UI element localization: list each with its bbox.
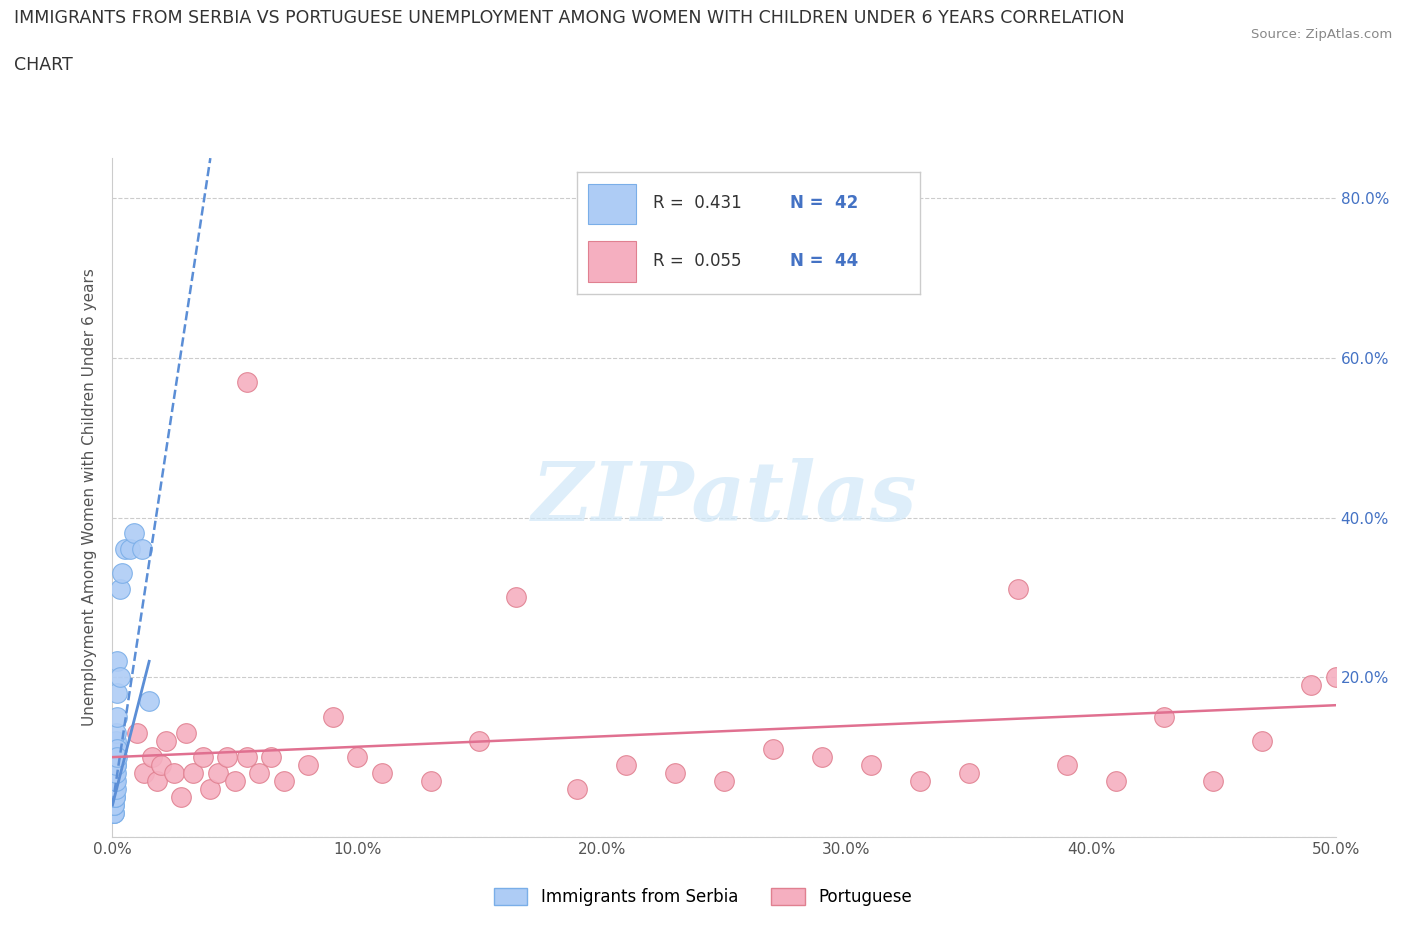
Text: IMMIGRANTS FROM SERBIA VS PORTUGUESE UNEMPLOYMENT AMONG WOMEN WITH CHILDREN UNDE: IMMIGRANTS FROM SERBIA VS PORTUGUESE UNE… <box>14 9 1125 27</box>
Point <box>134 765 156 780</box>
Point <box>104 750 127 764</box>
Point <box>141 750 163 764</box>
Point <box>1007 582 1029 597</box>
Point <box>217 750 239 764</box>
Point <box>191 750 214 764</box>
Point <box>104 781 127 796</box>
Point <box>322 710 344 724</box>
Point <box>104 774 127 789</box>
Point <box>155 734 177 749</box>
Point <box>125 725 148 740</box>
Point <box>236 374 259 389</box>
Point <box>105 734 128 749</box>
Point <box>859 758 882 773</box>
Point <box>104 790 127 804</box>
Point <box>105 765 128 780</box>
Point <box>103 798 125 813</box>
Point <box>103 781 125 796</box>
Point <box>174 725 197 740</box>
Point <box>104 781 127 796</box>
Point <box>163 765 186 780</box>
Point <box>105 654 128 669</box>
Point <box>104 774 127 789</box>
Point <box>170 790 193 804</box>
Point <box>181 765 204 780</box>
Point <box>713 774 735 789</box>
Text: CHART: CHART <box>14 56 73 73</box>
Point <box>811 750 834 764</box>
Point <box>1153 710 1175 724</box>
Point <box>908 774 931 789</box>
Point <box>103 798 125 813</box>
Point <box>104 790 127 804</box>
Point <box>104 758 127 773</box>
Point <box>1251 734 1274 749</box>
Point <box>105 758 128 773</box>
Legend: Immigrants from Serbia, Portuguese: Immigrants from Serbia, Portuguese <box>488 881 918 912</box>
Point <box>200 781 222 796</box>
Point <box>105 685 128 700</box>
Point <box>297 758 319 773</box>
Point <box>103 790 125 804</box>
Point <box>370 765 392 780</box>
Point <box>105 742 128 757</box>
Point <box>468 734 491 749</box>
Point <box>1104 774 1126 789</box>
Point <box>346 750 368 764</box>
Text: Source: ZipAtlas.com: Source: ZipAtlas.com <box>1251 28 1392 41</box>
Point <box>247 765 270 780</box>
Point <box>108 670 131 684</box>
Point <box>105 710 128 724</box>
Point <box>104 765 127 780</box>
Point <box>124 526 146 541</box>
Point <box>103 790 125 804</box>
Point <box>105 750 128 764</box>
Point <box>1056 758 1078 773</box>
Point <box>1301 678 1323 693</box>
Point <box>567 781 589 796</box>
Point <box>103 798 125 813</box>
Point <box>103 790 125 804</box>
Point <box>104 750 127 764</box>
Point <box>224 774 246 789</box>
Point <box>103 774 125 789</box>
Point <box>103 781 125 796</box>
Point <box>419 774 441 789</box>
Point <box>260 750 283 764</box>
Point <box>103 805 125 820</box>
Text: ZIPatlas: ZIPatlas <box>531 458 917 538</box>
Point <box>104 758 127 773</box>
Point <box>505 590 527 604</box>
Point <box>118 542 141 557</box>
Point <box>103 805 125 820</box>
Point <box>145 774 167 789</box>
Point <box>762 742 785 757</box>
Point <box>101 798 124 813</box>
Point <box>273 774 295 789</box>
Point <box>957 765 980 780</box>
Point <box>103 805 125 820</box>
Point <box>105 725 128 740</box>
Y-axis label: Unemployment Among Women with Children Under 6 years: Unemployment Among Women with Children U… <box>82 269 97 726</box>
Point <box>111 566 134 581</box>
Point <box>207 765 229 780</box>
Point <box>114 542 136 557</box>
Point <box>108 582 131 597</box>
Point <box>1324 670 1347 684</box>
Point <box>1202 774 1225 789</box>
Point <box>236 750 259 764</box>
Point <box>138 694 160 709</box>
Point <box>664 765 686 780</box>
Point <box>104 765 127 780</box>
Point <box>150 758 173 773</box>
Point <box>131 542 153 557</box>
Point <box>614 758 637 773</box>
